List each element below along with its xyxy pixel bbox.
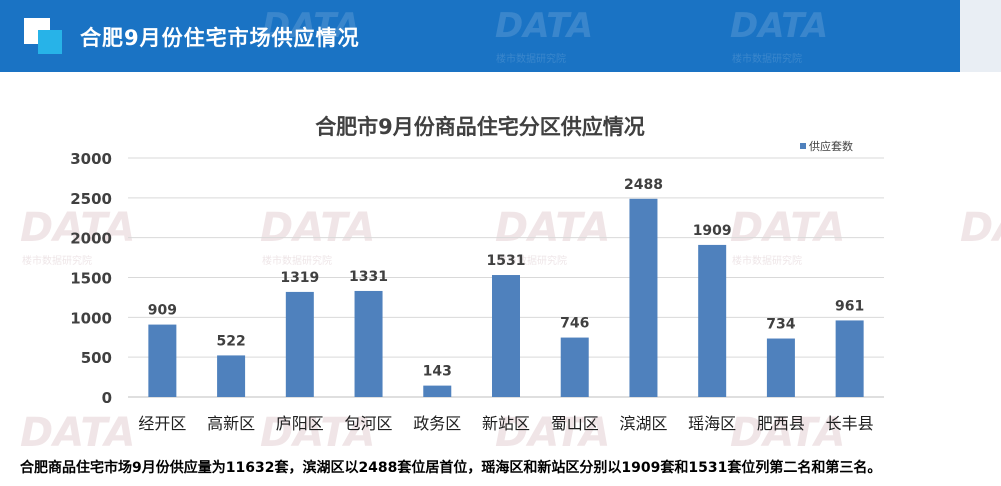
y-tick-label: 2000: [70, 230, 112, 248]
y-tick-label: 1500: [70, 270, 112, 288]
header-strip: [960, 0, 1001, 72]
x-tick-label: 高新区: [207, 414, 255, 433]
y-tick-label: 2500: [70, 190, 112, 208]
bar-value-label: 961: [835, 298, 864, 314]
bar-value-label: 1319: [280, 270, 319, 286]
bar-value-label: 746: [560, 316, 589, 332]
chart-legend: 供应套数: [800, 139, 853, 153]
bar: [217, 355, 246, 397]
y-tick-label: 1000: [70, 309, 112, 327]
bar: [766, 338, 795, 397]
bar-value-label: 1331: [349, 269, 388, 285]
x-tick-label: 庐阳区: [276, 414, 324, 433]
y-tick-label: 0: [102, 389, 112, 407]
summary-caption: 合肥商品住宅市场9月份供应量为11632套，滨湖区以2488套位居首位，瑶海区和…: [20, 460, 882, 476]
bar: [148, 324, 177, 397]
x-tick-label: 长丰县: [826, 414, 874, 433]
bar-chart: 合肥市9月份商品住宅分区供应情况 0 500 1000 1500 2000 2500 300…: [70, 115, 884, 433]
bar: [354, 290, 383, 397]
bar: [492, 275, 520, 397]
bar-series: 909 522 1319 1331 143 1531 746 2488 1909 734 961: [148, 177, 864, 397]
bar: [629, 198, 658, 397]
watermark-brand: DATA: [730, 6, 829, 46]
x-tick-label: 蜀山区: [551, 414, 599, 433]
bar: [698, 244, 727, 397]
x-tick-label: 经开区: [138, 414, 186, 433]
watermark-sub: 楼市数据研究院: [496, 54, 566, 65]
bar-value-label: 143: [423, 364, 452, 380]
x-tick-label: 肥西县: [757, 414, 805, 433]
bar-value-label: 2488: [624, 177, 663, 193]
bar: [835, 320, 864, 397]
x-tick-label: 政务区: [413, 414, 461, 433]
bar-value-label: 1909: [693, 223, 732, 239]
x-axis: 经开区 高新区 庐阳区 包河区 政务区 新站区 蜀山区 滨湖区 瑶海区 肥西县 长丰县: [138, 414, 873, 433]
x-tick-label: 滨湖区: [619, 414, 667, 433]
x-tick-label: 包河区: [345, 414, 393, 433]
watermark-brand: DATA: [495, 6, 594, 46]
bar-value-label: 734: [766, 317, 795, 333]
bar: [285, 291, 314, 397]
watermark-sub: 楼市数据研究院: [732, 54, 802, 65]
page-title: 合肥9月份住宅市场供应情况: [80, 26, 360, 50]
x-tick-label: 瑶海区: [688, 414, 736, 433]
x-tick-label: 新站区: [482, 414, 530, 433]
bar: [560, 337, 589, 397]
y-tick-label: 3000: [70, 150, 112, 168]
y-axis: 0 500 1000 1500 2000 2500 3000: [70, 150, 112, 407]
header-bar: 合肥9月份住宅市场供应情况 DATA DATA DATA 楼市数据研究院 楼市数…: [0, 0, 960, 72]
logo-square-cyan: [38, 30, 62, 54]
y-tick-label: 500: [81, 349, 112, 367]
bar-value-label: 1531: [487, 253, 526, 269]
chart-title: 合肥市9月份商品住宅分区供应情况: [315, 115, 645, 139]
bar-value-label: 909: [148, 303, 177, 319]
legend-label: 供应套数: [809, 139, 853, 153]
bar: [423, 385, 452, 397]
bar-value-label: 522: [216, 333, 245, 349]
legend-swatch: [800, 143, 806, 149]
